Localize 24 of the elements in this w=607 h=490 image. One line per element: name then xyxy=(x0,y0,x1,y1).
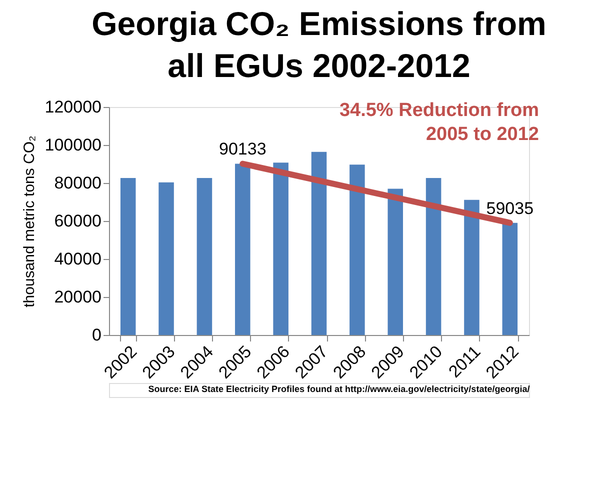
data-label: 90133 xyxy=(218,140,266,159)
bar xyxy=(502,222,518,335)
y-tick-label: 60000 xyxy=(54,212,102,230)
bar xyxy=(158,182,174,335)
bar xyxy=(235,164,250,335)
bar xyxy=(388,188,403,335)
bar xyxy=(426,178,442,335)
y-tick-label: 120000 xyxy=(44,98,102,116)
source-note: Source: EIA State Electricity Profiles found at http://www.eia.gov/electricity/state/georgia/ xyxy=(148,384,530,394)
annotation: 34.5% Reduction from 2005 to 2012 xyxy=(339,100,539,145)
y-tick-label: 100000 xyxy=(44,136,102,154)
bar xyxy=(350,164,365,335)
bar xyxy=(311,152,327,335)
y-tick-label: 40000 xyxy=(54,250,102,268)
bar xyxy=(196,178,212,335)
bar xyxy=(464,200,480,335)
y-axis-title: thousand metric tons CO₂ xyxy=(20,135,38,308)
y-tick-label: 0 xyxy=(92,326,102,344)
data-label: 59035 xyxy=(486,198,534,218)
y-tick-label: 80000 xyxy=(54,174,102,192)
bar xyxy=(273,162,288,335)
y-tick-label: 20000 xyxy=(54,288,102,306)
chart-title: Georgia CO₂ Emissions from all EGUs 2002-2012 xyxy=(92,5,546,84)
bar xyxy=(120,178,136,335)
